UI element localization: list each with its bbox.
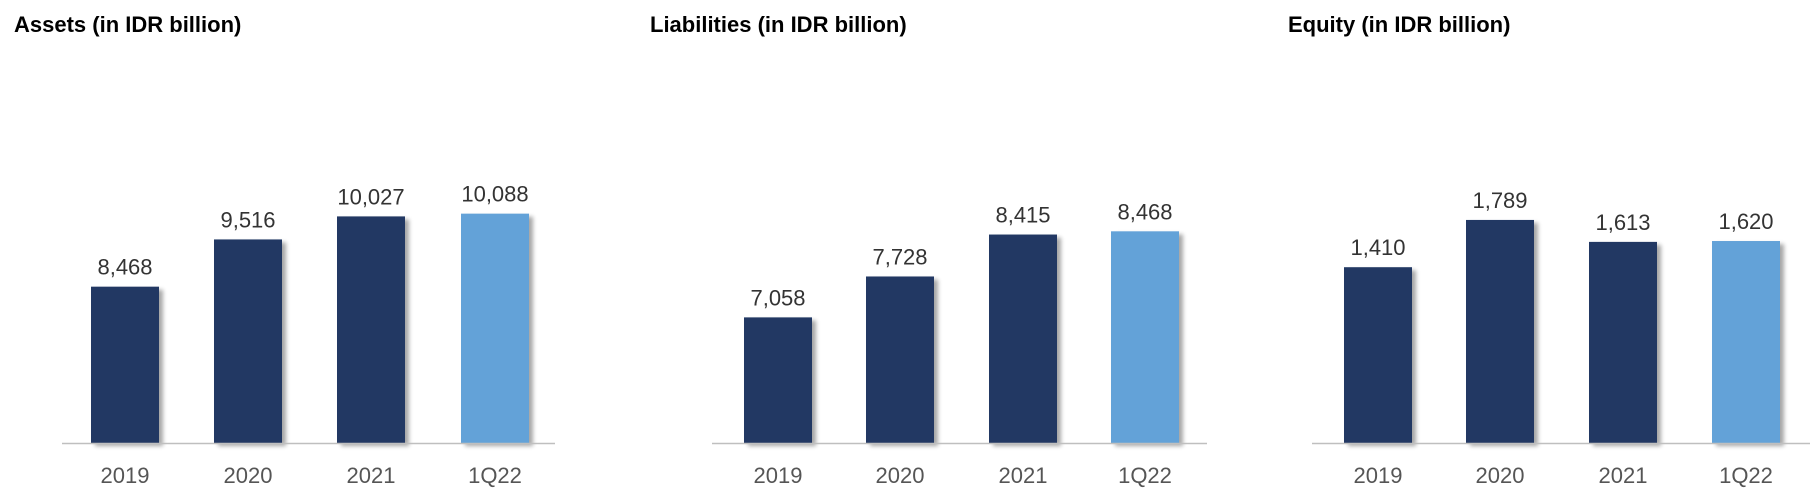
data-label: 8,468 bbox=[97, 255, 152, 280]
bar-2020 bbox=[866, 276, 934, 443]
x-tick-label: 2019 bbox=[754, 463, 803, 488]
chart-title: Assets (in IDR billion) bbox=[14, 12, 242, 37]
assets-bar-chart: 8,468 2019 9,516 2020 10,027 2021 10,088 1Q22 bbox=[62, 182, 555, 488]
x-tick-label: 2021 bbox=[1599, 463, 1648, 488]
bar-2020 bbox=[214, 239, 282, 443]
bar-1q22 bbox=[1111, 231, 1179, 443]
assets-chart-panel: Assets (in IDR billion) 8,468 2019 9,516 20… bbox=[0, 0, 560, 500]
x-tick-label: 2020 bbox=[1476, 463, 1525, 488]
equity-chart-panel: Equity (in IDR billion) 1,410 2019 1,789 20… bbox=[1288, 0, 1817, 500]
data-label: 1,410 bbox=[1350, 235, 1405, 260]
bar-2019 bbox=[91, 286, 159, 443]
x-tick-label: 1Q22 bbox=[1118, 463, 1172, 488]
data-label: 8,415 bbox=[995, 203, 1050, 228]
bar-2019 bbox=[744, 317, 812, 443]
x-tick-label: 2021 bbox=[347, 463, 396, 488]
x-tick-label: 2021 bbox=[999, 463, 1048, 488]
data-label: 7,728 bbox=[872, 244, 927, 269]
bar-2020 bbox=[1466, 219, 1534, 443]
data-label: 7,058 bbox=[750, 285, 805, 310]
liabilities-chart-panel: Liabilities (in IDR billion) 7,058 2019 7,… bbox=[650, 0, 1210, 500]
chart-title: Equity (in IDR billion) bbox=[1288, 12, 1511, 37]
liabilities-bar-chart: 7,058 2019 7,728 2020 8,415 2021 8,468 1Q22 bbox=[712, 199, 1207, 488]
chart-title: Liabilities (in IDR billion) bbox=[650, 12, 907, 37]
x-tick-label: 2020 bbox=[876, 463, 925, 488]
data-label: 1,620 bbox=[1718, 209, 1773, 234]
x-tick-label: 2019 bbox=[101, 463, 150, 488]
bar-2019 bbox=[1344, 267, 1412, 443]
bar-2021 bbox=[337, 216, 405, 443]
data-label: 9,516 bbox=[220, 207, 275, 232]
x-tick-label: 2019 bbox=[1354, 463, 1403, 488]
data-label: 1,789 bbox=[1472, 188, 1527, 213]
x-tick-label: 2020 bbox=[224, 463, 273, 488]
data-label: 10,088 bbox=[461, 182, 528, 207]
bar-1q22 bbox=[1712, 241, 1780, 443]
x-tick-label: 1Q22 bbox=[1719, 463, 1773, 488]
equity-bar-chart: 1,410 2019 1,789 2020 1,613 2021 1,620 1Q22 bbox=[1312, 188, 1810, 488]
data-label: 8,468 bbox=[1117, 199, 1172, 224]
data-label: 10,027 bbox=[337, 184, 404, 209]
bar-2021 bbox=[989, 234, 1057, 443]
bar-2021 bbox=[1589, 241, 1657, 443]
x-tick-label: 1Q22 bbox=[468, 463, 522, 488]
data-label: 1,613 bbox=[1595, 210, 1650, 235]
bar-1q22 bbox=[461, 213, 529, 443]
